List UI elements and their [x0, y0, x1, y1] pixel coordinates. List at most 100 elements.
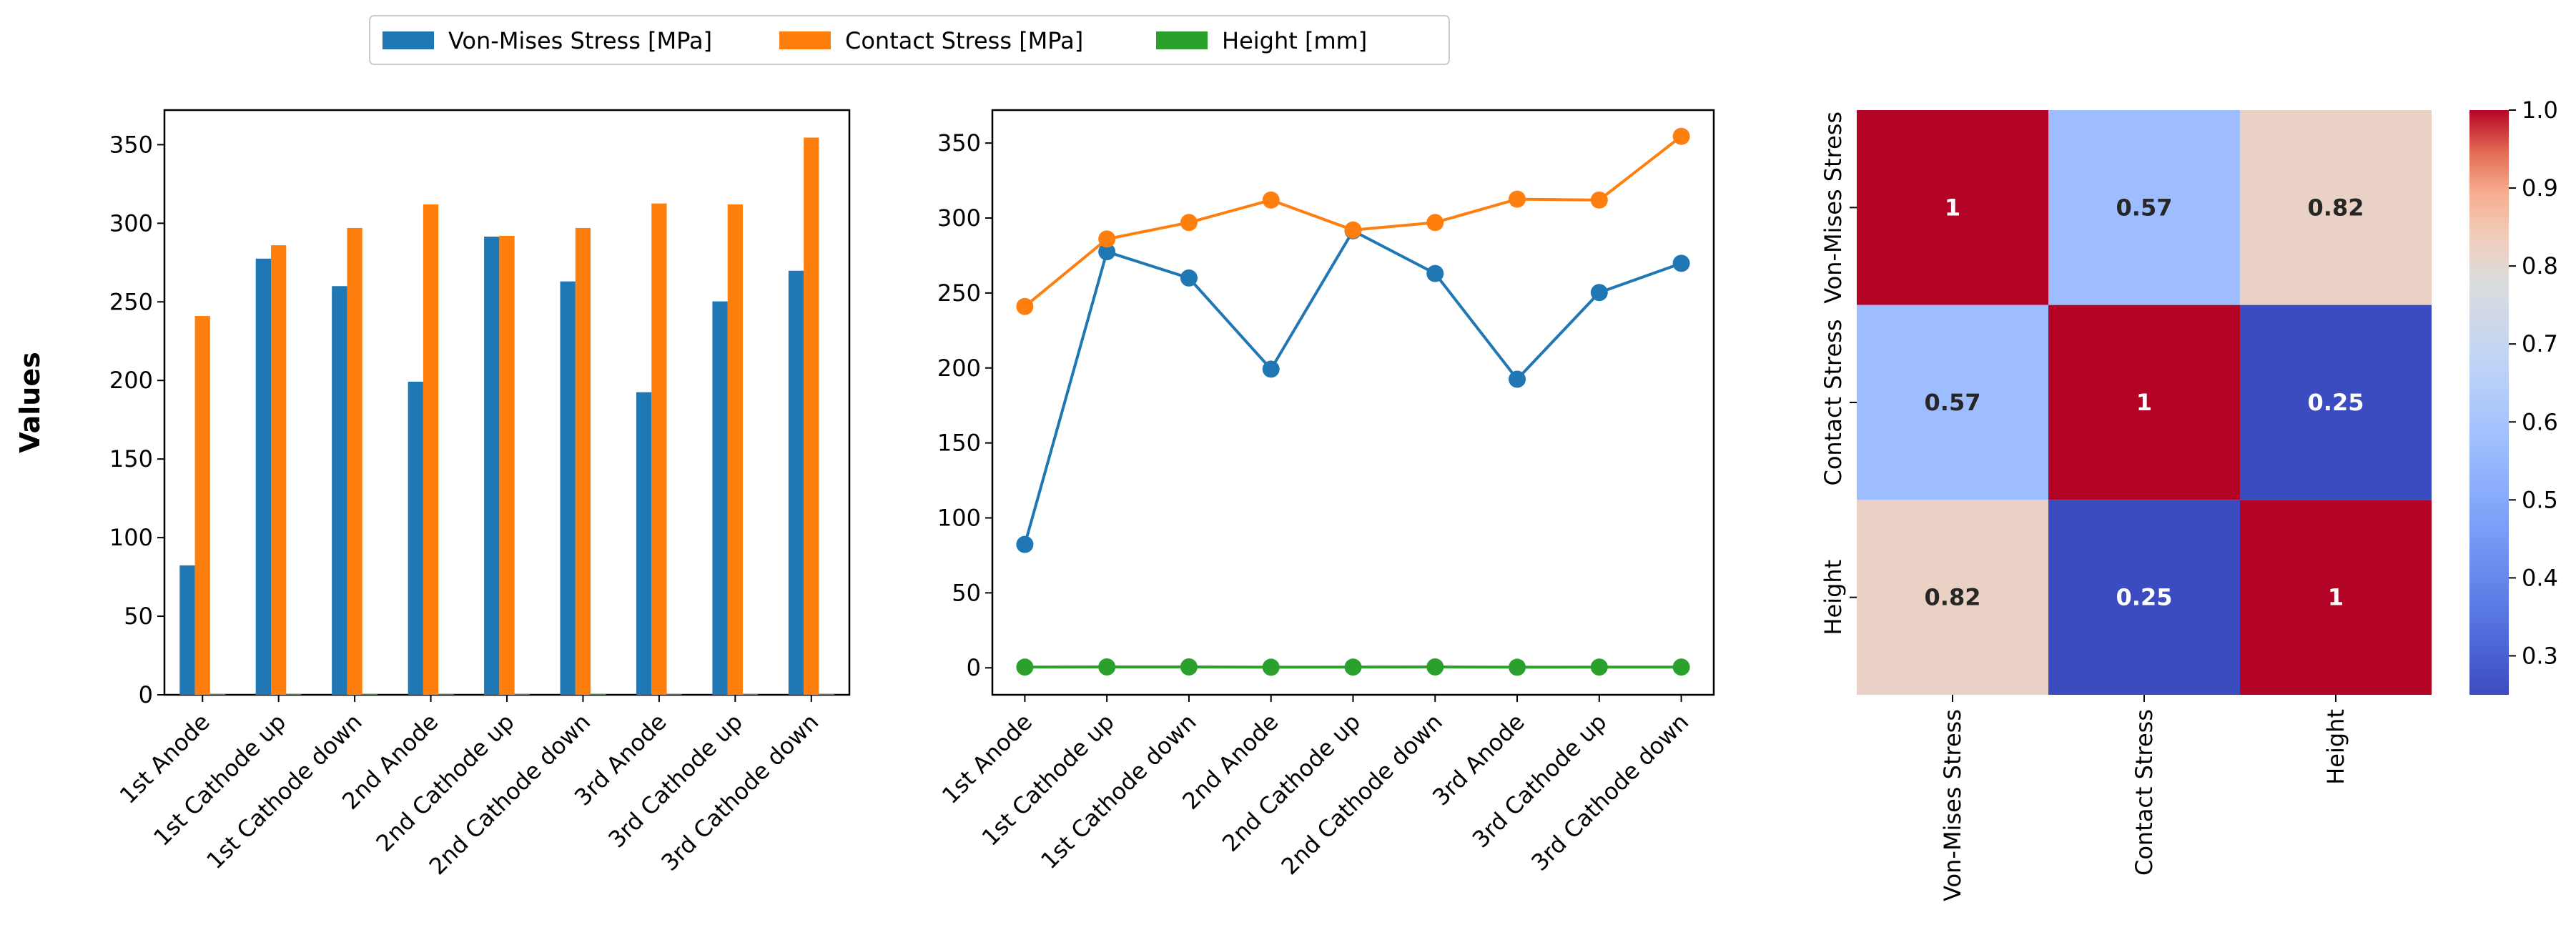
- bar: [271, 245, 287, 695]
- bar: [255, 258, 272, 695]
- bar: [514, 693, 530, 695]
- cell-value: 1: [1945, 194, 1960, 221]
- y-tick-label: 250: [109, 288, 153, 315]
- bar: [484, 237, 500, 695]
- row-label: Height: [1820, 560, 1847, 635]
- bar: [712, 301, 728, 695]
- y-tick-label: 200: [109, 367, 153, 394]
- data-point: [1509, 658, 1526, 676]
- col-label: Height: [2322, 709, 2349, 785]
- data-point: [1672, 127, 1690, 145]
- legend-label: Contact Stress [MPa]: [845, 27, 1083, 54]
- x-tick-label: 2nd Cathode up: [371, 708, 520, 857]
- data-point: [1262, 191, 1280, 209]
- x-tick-label: 2nd Cathode down: [1276, 708, 1448, 880]
- y-axis-label: Values: [14, 352, 46, 452]
- data-point: [1016, 535, 1034, 553]
- heatmap-cell: [2240, 500, 2432, 695]
- cell-value: 1: [2136, 389, 2152, 416]
- bar: [819, 693, 834, 695]
- data-point: [1590, 658, 1608, 676]
- bar: [438, 694, 454, 695]
- data-point: [1016, 658, 1034, 676]
- bar: [636, 392, 652, 695]
- data-point: [1672, 658, 1690, 676]
- y-tick-label: 150: [109, 445, 153, 472]
- y-tick-label: 300: [109, 209, 153, 237]
- x-tick-label: 1st Cathode up: [148, 708, 291, 851]
- y-tick-label: 0: [967, 654, 981, 681]
- data-point: [1262, 658, 1280, 676]
- data-point: [1509, 190, 1526, 208]
- bar: [347, 227, 362, 696]
- legend: Von-Mises Stress [MPa] Contact Stress [MP…: [369, 15, 1450, 65]
- series-line: [1024, 135, 1682, 308]
- data-point: [1426, 264, 1444, 282]
- bar: [179, 565, 195, 695]
- bar: [408, 381, 423, 695]
- data-point: [1262, 360, 1280, 378]
- colorbar-tick-label: 0.7: [2522, 330, 2558, 357]
- cell-value: 0.25: [2116, 584, 2173, 611]
- bar: [423, 204, 439, 695]
- colorbar-tick-label: 0.8: [2522, 252, 2558, 279]
- y-tick-label: 50: [952, 579, 981, 606]
- colorbar-tick-label: 0.6: [2522, 408, 2558, 435]
- row-label: Contact Stress: [1820, 319, 1847, 485]
- legend-label: Height [mm]: [1222, 27, 1367, 54]
- col-label: Von-Mises Stress: [1939, 709, 1966, 901]
- legend-swatch: [383, 31, 434, 49]
- cell-value: 0.57: [1925, 389, 1981, 416]
- bar: [651, 203, 667, 696]
- bar: [209, 693, 226, 695]
- data-point: [1590, 284, 1608, 302]
- heatmap-cell: [2048, 110, 2240, 305]
- bar: [194, 316, 210, 695]
- y-tick-label: 250: [937, 279, 981, 307]
- heatmap-cell: [2048, 500, 2240, 695]
- bar: [575, 227, 591, 696]
- x-tick-label: 3rd Cathode down: [1526, 708, 1694, 876]
- bar: [727, 204, 743, 695]
- legend-label: Von-Mises Stress [MPa]: [448, 27, 712, 54]
- bar: [362, 693, 378, 695]
- y-tick-label: 100: [109, 524, 153, 551]
- bar: [666, 694, 682, 695]
- colorbar: [2469, 110, 2509, 695]
- data-point: [1180, 214, 1198, 232]
- data-point: [1426, 658, 1444, 676]
- series-line: [1023, 229, 1682, 545]
- cell-value: 0.82: [2308, 194, 2364, 221]
- data-point: [1016, 297, 1034, 315]
- bar: [591, 693, 606, 695]
- y-tick-label: 300: [937, 204, 981, 232]
- row-label: Von-Mises Stress: [1820, 112, 1847, 304]
- y-tick-label: 100: [937, 505, 981, 532]
- cell-value: 1: [2328, 584, 2344, 611]
- cell-value: 0.82: [1925, 584, 1981, 611]
- colorbar-tick-label: 0.9: [2522, 174, 2558, 202]
- bar: [788, 270, 804, 695]
- cell-value: 0.57: [2116, 194, 2173, 221]
- y-tick-label: 0: [139, 681, 153, 708]
- y-tick-label: 350: [937, 129, 981, 157]
- bar: [804, 137, 819, 695]
- bar: [560, 281, 576, 695]
- y-tick-label: 150: [937, 430, 981, 457]
- heatmap: 1 0.57 0.82 0.57 1 0.25 0.82 0.25 1 Von-Mises Str…: [1820, 97, 2558, 901]
- data-point: [1098, 658, 1116, 676]
- bar: [332, 286, 347, 696]
- data-point: [1098, 230, 1116, 248]
- cell-value: 0.25: [2308, 389, 2364, 416]
- heatmap-cell: [2240, 305, 2432, 500]
- data-point: [1180, 658, 1198, 676]
- y-tick-label: 200: [937, 355, 981, 382]
- colorbar-tick-label: 0.4: [2522, 564, 2558, 591]
- legend-swatch: [779, 31, 831, 49]
- colorbar-tick-label: 1.0: [2522, 97, 2558, 124]
- data-point: [1672, 254, 1690, 272]
- data-point: [1344, 221, 1362, 239]
